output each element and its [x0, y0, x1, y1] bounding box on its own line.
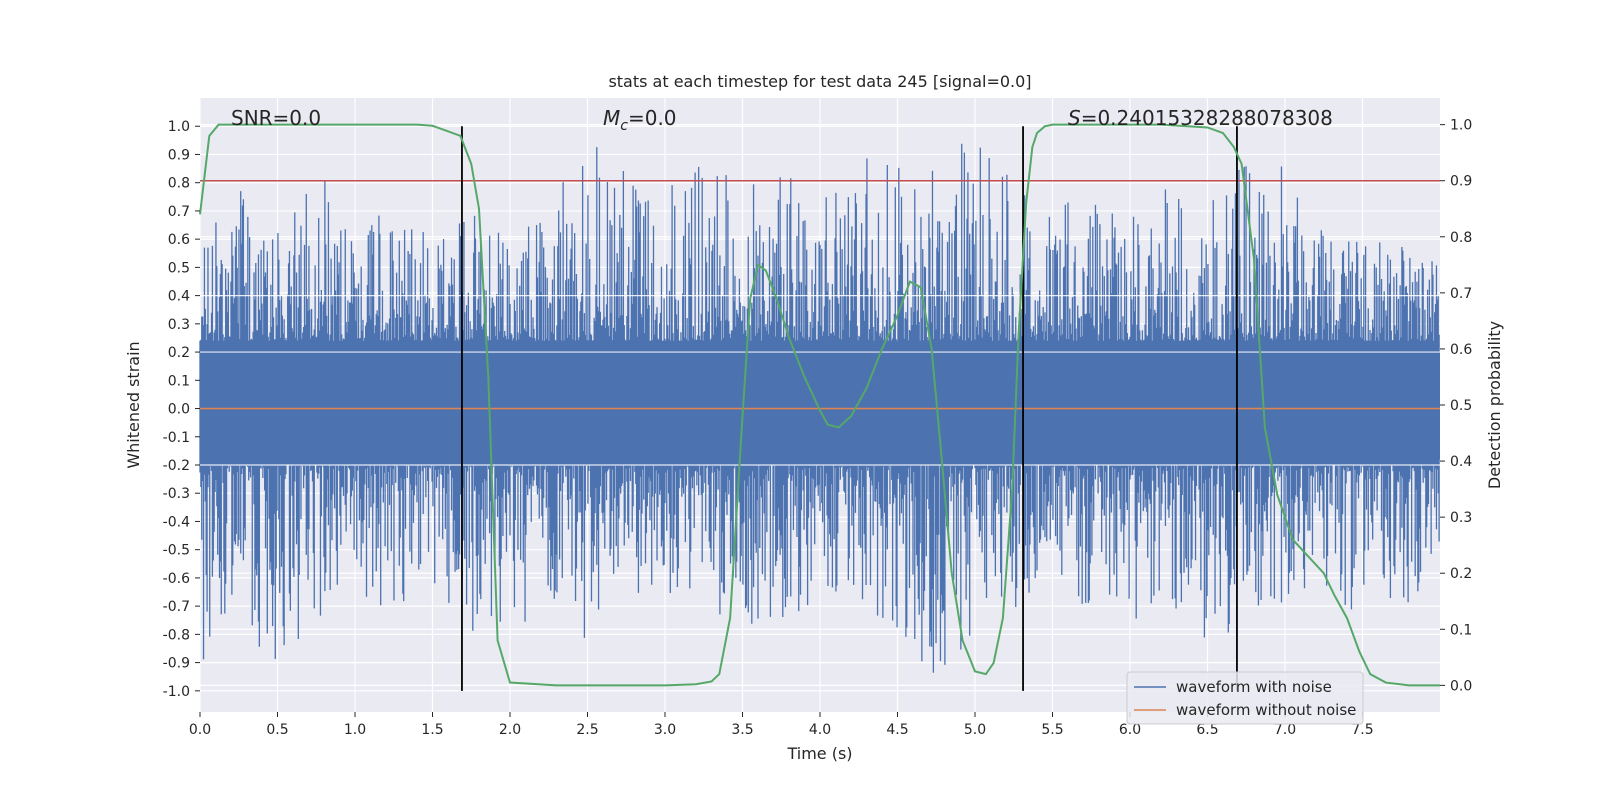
y2-tick-label: 0.7: [1450, 286, 1472, 302]
plot-area: [199, 98, 1440, 712]
x-axis-label: Time (s): [786, 744, 852, 763]
x-tick-label: 6.5: [1196, 722, 1218, 738]
x-tick-label: 0.0: [189, 722, 211, 738]
y-tick-label: 0.3: [168, 317, 190, 333]
s-value: =0.24015328288078308: [1081, 106, 1333, 130]
y2-tick-label: 0.6: [1450, 342, 1472, 358]
y2-tick-label: 0.9: [1450, 174, 1472, 190]
y-tick-label: -0.5: [163, 543, 190, 559]
y-axis-label: Whitened strain: [124, 341, 143, 468]
y-tick-label: 0.7: [168, 204, 190, 220]
x-tick-label: 1.5: [421, 722, 443, 738]
y-tick-label: -0.7: [163, 599, 190, 615]
detection-probability-line: [199, 123, 1440, 687]
y-tick-label: 0.6: [168, 232, 190, 248]
y-tick-label: -1.0: [163, 684, 190, 700]
y-tick-label: 0.5: [168, 260, 190, 276]
y-tick-label: -0.9: [163, 656, 190, 672]
y-tick-label: 0.0: [168, 402, 190, 418]
chirp-mass-annotation: Mc=0.0: [603, 106, 677, 134]
x-tick-label: 5.0: [964, 722, 986, 738]
y2-tick-label: 0.8: [1450, 230, 1472, 246]
x-tick-label: 4.5: [886, 722, 908, 738]
y-tick-label: -0.6: [163, 571, 190, 587]
x-tick-label: 3.0: [654, 722, 676, 738]
y-tick-label: -0.8: [163, 627, 190, 643]
x-tick-label: 2.0: [499, 722, 521, 738]
y-tick-label: 0.9: [168, 147, 190, 163]
mc-symbol: M: [603, 106, 620, 130]
x-tick-label: 5.5: [1041, 722, 1063, 738]
y2-tick-label: 0.3: [1450, 510, 1472, 526]
y2-tick-label: 0.5: [1450, 398, 1472, 414]
y2-tick-label: 0.2: [1450, 566, 1472, 582]
y-tick-label: -0.1: [163, 430, 190, 446]
legend-box: [1126, 671, 1364, 725]
y-tick-label: -0.2: [163, 458, 190, 474]
y2-tick-label: 1.0: [1450, 118, 1472, 134]
noise-waveform-core: [200, 352, 1440, 460]
x-tick-label: 6.0: [1119, 722, 1141, 738]
x-tick-label: 1.0: [344, 722, 366, 738]
y-tick-label: 0.2: [168, 345, 190, 361]
y-tick-label: 1.0: [168, 119, 190, 135]
y2-tick-label: 0.4: [1450, 454, 1472, 470]
legend: waveform with noise waveform without noi…: [1126, 671, 1364, 725]
y-tick-label: -0.4: [163, 514, 190, 530]
chart-title: stats at each timestep for test data 245…: [608, 72, 1031, 91]
overlay-lines: [199, 123, 1440, 691]
x-tick-label: 4.0: [809, 722, 831, 738]
y-tick-label: 0.8: [168, 176, 190, 192]
y2-tick-label: 0.1: [1450, 622, 1472, 638]
y-tick-label: 0.1: [168, 373, 190, 389]
x-tick-label: 2.5: [576, 722, 598, 738]
legend-label-without-noise: waveform without noise: [1176, 701, 1356, 719]
s-symbol: S: [1068, 106, 1081, 130]
s-annotation: S=0.24015328288078308: [1068, 106, 1333, 130]
mc-value: =0.0: [628, 106, 677, 130]
y-tick-label: 0.4: [168, 289, 190, 305]
legend-label-with-noise: waveform with noise: [1176, 678, 1332, 696]
x-tick-label: 3.5: [731, 722, 753, 738]
x-tick-label: 7.0: [1274, 722, 1296, 738]
waveform-with-noise-series: [199, 143, 1440, 673]
y-tick-label: -0.3: [163, 486, 190, 502]
x-tick-label: 7.5: [1351, 722, 1373, 738]
axes: 0.0 0.5 1.0 1.5 2.0 2.5 3.0 3.5 4.0 4.5 5.0 5.5 6.0 6…: [163, 118, 1473, 738]
y2-tick-label: 0.0: [1450, 678, 1472, 694]
mc-subscript: c: [620, 118, 628, 134]
y2-axis-label: Detection probability: [1485, 321, 1504, 489]
x-tick-label: 0.5: [266, 722, 288, 738]
snr-annotation: SNR=0.0: [231, 106, 321, 130]
